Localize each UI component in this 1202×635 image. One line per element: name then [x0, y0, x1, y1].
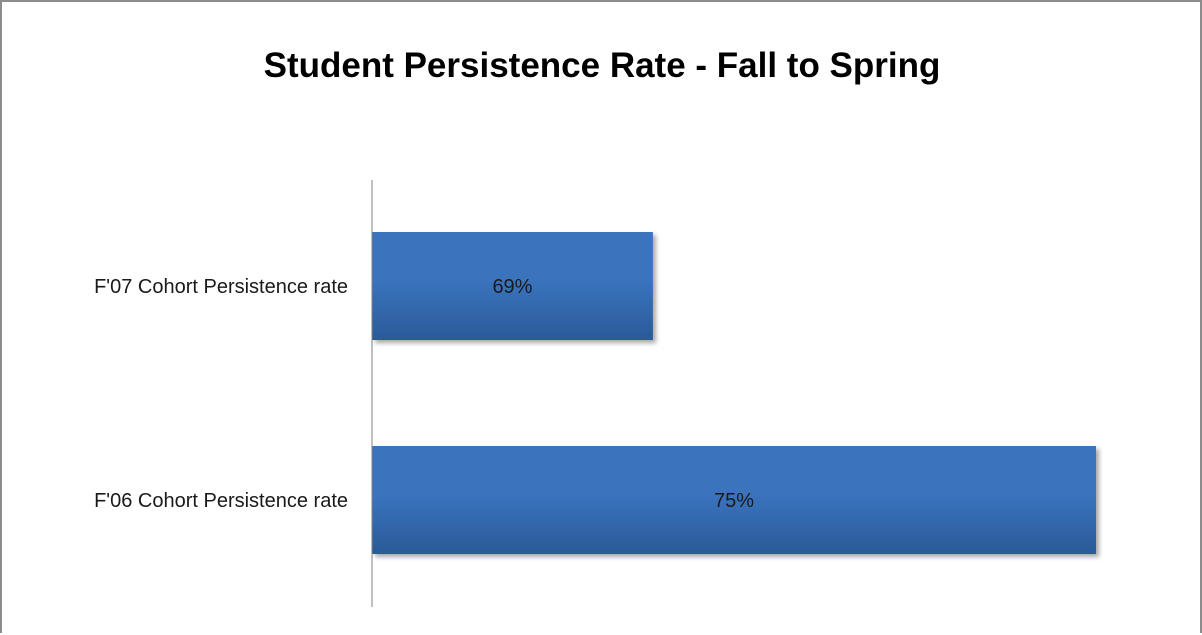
bar-2	[372, 446, 1096, 554]
category-label-1: F'07 Cohort Persistence rate	[94, 276, 348, 298]
data-label-2: 75%	[714, 490, 754, 512]
chart-title: Student Persistence Rate - Fall to Sprin…	[264, 46, 941, 85]
bar-1	[372, 232, 653, 340]
bars-layer: 69% 75%	[372, 232, 1096, 554]
category-labels: F'07 Cohort Persistence rate F'06 Cohort …	[94, 276, 348, 512]
data-label-1: 69%	[492, 276, 532, 298]
category-label-2: F'06 Cohort Persistence rate	[94, 490, 348, 512]
